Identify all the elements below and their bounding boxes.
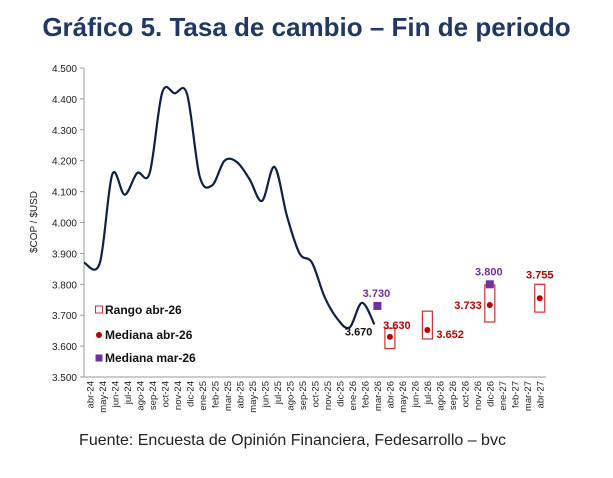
range-box <box>421 310 433 340</box>
exchange-rate-line <box>83 85 376 330</box>
legend-label: Mediana mar-26 <box>105 351 196 365</box>
x-tick-label: dic-24 <box>186 381 197 407</box>
x-tick-label: may-26 <box>398 381 409 413</box>
x-tick-label: feb-25 <box>211 381 222 408</box>
x-tick-label: oct-24 <box>161 381 172 407</box>
x-tick-label: ene-25 <box>198 381 209 411</box>
median-abr26-label: 3.652 <box>436 329 464 341</box>
x-tick-label: abr-25 <box>236 381 247 408</box>
x-tick-label: mar-25 <box>223 381 234 411</box>
x-tick-label: feb-27 <box>510 381 521 408</box>
median-mar26-point <box>373 301 382 310</box>
x-tick-label: mar-26 <box>373 381 384 411</box>
x-tick-label: dic-26 <box>485 381 496 407</box>
median-abr26-point <box>486 302 493 309</box>
y-tick-label: 4.400 <box>52 95 77 106</box>
median-abr26-label: 3.755 <box>526 269 554 281</box>
x-tick-label: sep-25 <box>298 381 309 410</box>
x-tick-label: oct-25 <box>311 381 322 407</box>
x-tick-label: ago-25 <box>286 381 297 411</box>
x-tick-label: abr-27 <box>535 381 546 408</box>
y-tick-label: 4.500 <box>52 64 77 75</box>
x-tick-label: dic-25 <box>335 381 346 407</box>
x-tick-label: ago-24 <box>136 381 147 411</box>
x-tick-label: may-24 <box>98 381 109 413</box>
chart-title: Gráfico 5. Tasa de cambio – Fin de perio… <box>42 12 571 42</box>
x-tick-label: ene-27 <box>498 381 509 411</box>
x-tick-label: jul-26 <box>423 381 434 405</box>
legend-label: Mediana abr-26 <box>105 328 193 342</box>
y-axis-label: $COP / $USD <box>29 191 40 253</box>
median-abr26-point <box>536 295 543 302</box>
x-tick-label: nov-24 <box>173 381 184 410</box>
x-tick-label: ene-26 <box>348 381 359 411</box>
legend-range-marker <box>95 305 103 314</box>
y-tick-label: 3.700 <box>52 311 77 322</box>
x-tick-label: jul-24 <box>123 381 134 405</box>
y-tick-label: 3.500 <box>52 373 77 384</box>
median-mar26-point <box>485 280 494 289</box>
last-value-label: 3.670 <box>345 326 373 338</box>
median-abr26-label: 3.733 <box>454 300 482 312</box>
x-tick-label: feb-26 <box>360 381 371 408</box>
x-tick-label: nov-26 <box>473 381 484 410</box>
source-footer: Fuente: Encuesta de Opinión Financiera, … <box>79 432 506 449</box>
y-tick-label: 3.800 <box>52 280 77 291</box>
y-tick-label: 4.200 <box>52 157 77 168</box>
median-mar26-label: 3.730 <box>363 288 391 300</box>
median-mar26-label: 3.800 <box>475 266 503 278</box>
x-tick-label: abr-26 <box>385 381 396 408</box>
x-tick-label: jul-25 <box>273 381 284 405</box>
legend-median-mar-marker <box>95 354 103 362</box>
y-tick-label: 4.000 <box>52 219 77 230</box>
median-abr26-point <box>386 333 393 340</box>
x-tick-label: ago-26 <box>435 381 446 411</box>
range-box <box>534 283 546 313</box>
x-tick-label: nov-25 <box>323 381 334 410</box>
median-abr26-point <box>424 327 431 334</box>
x-tick-label: jun-25 <box>261 381 272 408</box>
y-tick-label: 4.100 <box>52 188 77 199</box>
range-box <box>384 327 396 350</box>
x-tick-label: may-25 <box>248 381 259 413</box>
x-tick-label: oct-26 <box>460 381 471 407</box>
x-tick-label: sep-26 <box>448 381 459 410</box>
x-tick-label: sep-24 <box>148 381 159 410</box>
legend-label: Rango abr-26 <box>105 303 182 317</box>
y-tick-label: 4.300 <box>52 126 77 137</box>
median-abr26-label: 3.630 <box>383 320 411 332</box>
y-tick-label: 3.600 <box>52 342 77 353</box>
x-tick-label: jun-24 <box>111 381 122 408</box>
x-tick-label: abr-24 <box>86 381 97 408</box>
x-tick-label: mar-27 <box>523 381 534 411</box>
y-tick-label: 3.900 <box>52 249 77 260</box>
x-tick-label: jun-26 <box>410 381 421 408</box>
legend-median-abr-marker <box>96 332 102 338</box>
